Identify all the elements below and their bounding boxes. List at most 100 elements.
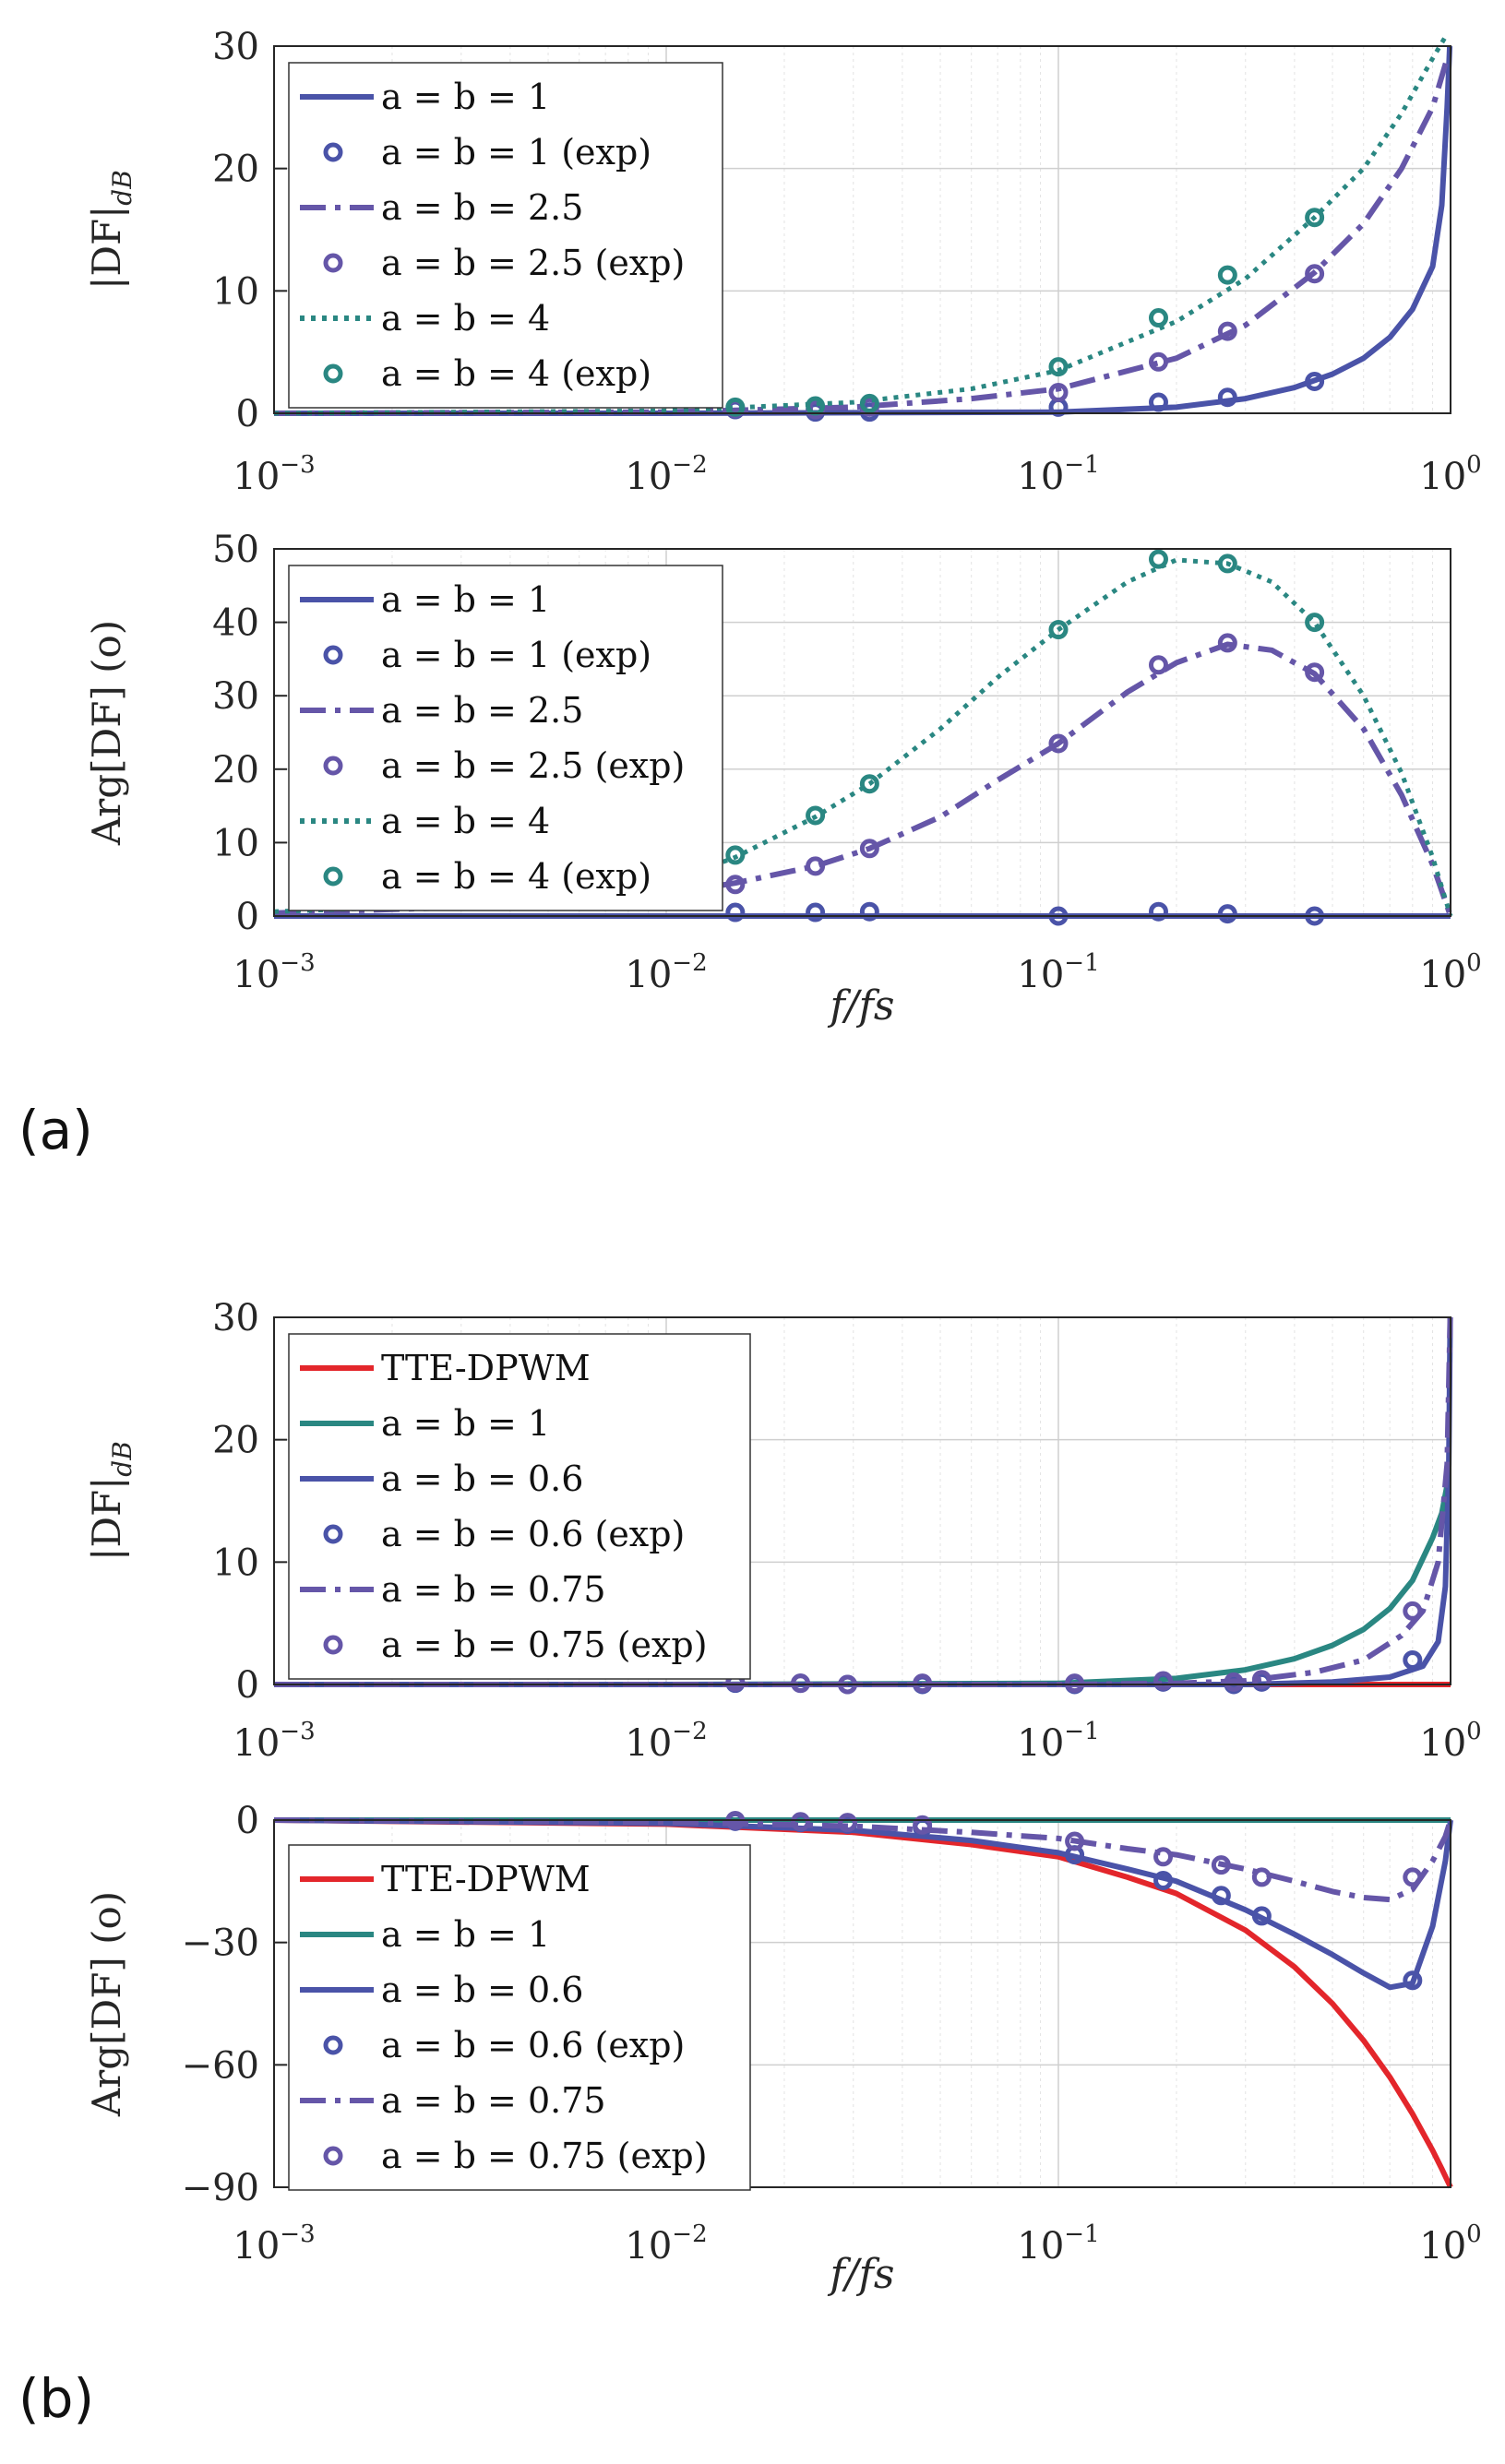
legend-box — [288, 62, 723, 409]
exp-marker — [1048, 357, 1069, 377]
legend-label: a = b = 0.75 (exp) — [381, 1625, 708, 1665]
y-axis-label: |DF|dB — [84, 170, 137, 290]
legend-label: a = b = 1 — [381, 579, 550, 620]
exp-marker — [838, 1813, 858, 1833]
exp-marker — [1251, 1906, 1272, 1926]
exp-marker — [859, 901, 879, 922]
x-tick-label: 10−1 — [1017, 949, 1099, 996]
exp-marker — [1048, 733, 1069, 754]
exp-marker — [1048, 620, 1069, 640]
legend-marker — [323, 645, 343, 665]
legend-label: a = b = 4 — [381, 801, 550, 841]
exp-marker — [1305, 264, 1325, 284]
legend-label: TTE-DPWM — [381, 1859, 591, 1899]
x-tick-label: 10−1 — [1017, 1718, 1099, 1765]
exp-marker — [913, 1815, 933, 1835]
x-tick-label: 10−1 — [1017, 451, 1099, 498]
x-axis-label: f/fs — [828, 2251, 895, 2298]
exp-marker — [859, 839, 879, 859]
exp-marker — [1217, 904, 1237, 924]
legend-label: a = b = 1 — [381, 1914, 550, 1955]
exp-marker — [1153, 1671, 1174, 1691]
legend-marker — [323, 2035, 343, 2055]
axes-box — [273, 1316, 1451, 1685]
series-line — [273, 32, 1450, 416]
exp-marker — [1224, 1672, 1244, 1692]
y-axis-label: |DF|dB — [84, 1441, 137, 1561]
y-tick-label: 0 — [236, 1800, 259, 1842]
y-tick-label: 0 — [236, 393, 259, 435]
legend-label: a = b = 4 (exp) — [381, 353, 651, 394]
legend-marker — [323, 142, 343, 162]
y-axis-label: Arg[DF] (o) — [84, 1891, 129, 2117]
x-tick-label: 10−2 — [625, 2220, 707, 2268]
y-tick-label: 0 — [236, 1664, 259, 1707]
exp-marker — [791, 1673, 811, 1694]
legend: a = b = 1 a = b = 1 (exp) a = b = 2.5 a = b… — [288, 62, 723, 409]
x-tick-label: 10−3 — [233, 2220, 315, 2268]
x-tick-label: 10−2 — [625, 1718, 707, 1765]
exp-marker — [859, 774, 879, 794]
x-tick-label: 100 — [1419, 1718, 1481, 1765]
y-tick-label: 30 — [212, 26, 259, 68]
exp-marker — [1148, 392, 1168, 412]
y-tick-label: 10 — [212, 270, 259, 313]
exp-marker — [1148, 655, 1168, 675]
x-tick-label: 100 — [1419, 2220, 1481, 2268]
legend-label: a = b = 0.6 — [381, 1458, 583, 1499]
y-tick-label: −60 — [182, 2044, 259, 2087]
axes-box — [273, 45, 1451, 414]
y-tick-label: 20 — [212, 1420, 259, 1462]
exp-marker — [791, 1812, 811, 1832]
exp-marker — [725, 875, 746, 895]
legend-label: a = b = 0.6 (exp) — [381, 1514, 685, 1554]
series-line — [273, 1817, 1453, 2189]
x-tick-label: 10−2 — [625, 451, 707, 498]
exp-marker — [1305, 613, 1325, 633]
exp-marker — [806, 902, 826, 923]
exp-marker — [1217, 633, 1237, 653]
x-tick-label: 100 — [1419, 451, 1481, 498]
legend-marker — [323, 1524, 343, 1544]
exp-marker — [1403, 1867, 1423, 1887]
exp-marker — [1048, 382, 1069, 402]
legend-marker — [323, 756, 343, 776]
exp-marker — [1148, 351, 1168, 372]
legend-marker — [323, 2146, 343, 2166]
x-tick-label: 10−3 — [233, 949, 315, 996]
exp-marker — [1403, 1601, 1423, 1621]
exp-marker — [859, 393, 879, 413]
legend-box — [288, 1844, 751, 2191]
x-axis-label: f/fs — [828, 982, 895, 1030]
legend-label: a = b = 2.5 (exp) — [381, 243, 685, 283]
legend-box — [288, 1333, 751, 1680]
exp-marker — [1065, 1673, 1085, 1694]
legend-marker — [323, 363, 343, 384]
series-line — [273, 641, 1453, 917]
y-tick-label: −30 — [182, 1922, 259, 1965]
legend-label: a = b = 1 — [381, 1403, 550, 1444]
exp-marker — [725, 902, 746, 923]
exp-marker — [806, 856, 826, 876]
chart-panel-2: 0 10 20 30 40 50 10−3 10−2 10−1 100 Arg[DF] (o) f/f… — [84, 529, 1482, 1030]
exp-marker — [1305, 208, 1325, 228]
legend: TTE-DPWM a = b = 1 a = b = 0.6 a = b = 0.6 … — [288, 1333, 751, 1680]
exp-marker — [1153, 1870, 1174, 1890]
exp-marker — [1148, 308, 1168, 328]
exp-marker — [1153, 1847, 1174, 1867]
exp-marker — [1148, 901, 1168, 922]
legend-label: TTE-DPWM — [381, 1348, 591, 1388]
legend-box — [288, 565, 723, 911]
legend-label: a = b = 4 — [381, 298, 550, 339]
legend-marker — [323, 1635, 343, 1655]
legend-label: a = b = 1 (exp) — [381, 635, 651, 675]
exp-marker — [725, 845, 746, 865]
axes-box — [273, 548, 1451, 917]
legend-label: a = b = 2.5 — [381, 690, 583, 731]
y-tick-label: 20 — [212, 149, 259, 191]
legend-marker — [323, 253, 343, 273]
exp-marker — [725, 397, 746, 417]
exp-marker — [1217, 321, 1237, 341]
